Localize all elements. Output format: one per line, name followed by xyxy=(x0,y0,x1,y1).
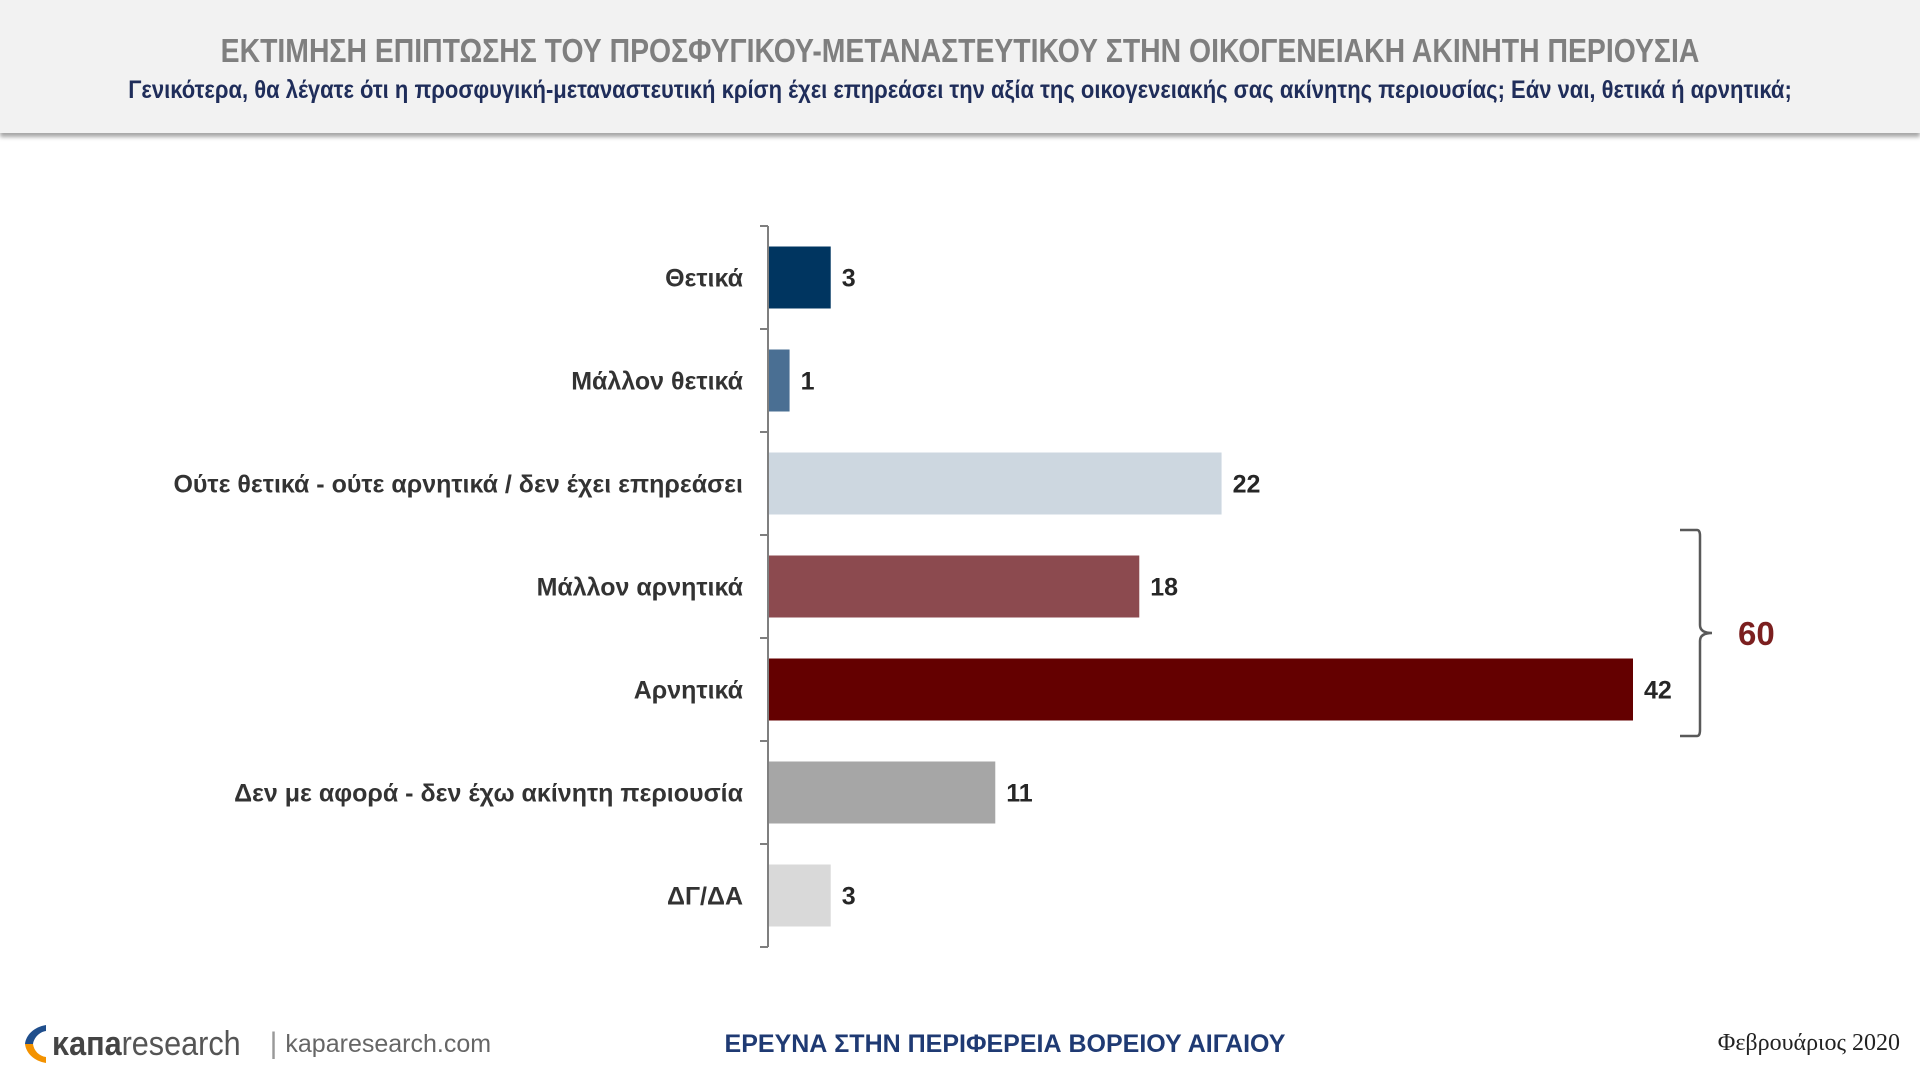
logo-separator: | xyxy=(269,1027,278,1060)
bracket-annotation xyxy=(1680,528,1713,738)
bar-chart: Θετικά 3 Μάλλον θετικά 1 Ούτε θετικά - ούτε … xyxy=(173,225,1775,948)
survey-region-label: ΕΡΕΥΝΑ ΣΤΗΝ ΠΕΡΙΦΕΡΕΙΑ ΒΟΡΕΙΟΥ ΑΙΓΑΙΟΥ xyxy=(724,1030,1286,1058)
bar xyxy=(769,555,1140,618)
logo-wordmark-rest: research xyxy=(121,1024,241,1063)
kapa-research-logo: κапаresearch | kaparesearch.com xyxy=(22,1021,491,1067)
category-label: Μάλλον θετικά xyxy=(571,368,743,396)
bar xyxy=(769,452,1222,515)
category-label: Δεν με αφορά - δεν έχω ακίνητη περιουσία xyxy=(234,780,744,808)
website-link[interactable]: kaparesearch.com xyxy=(285,1029,492,1058)
kapa-logo-icon xyxy=(25,1025,46,1063)
bracket-total-label: 60 xyxy=(1738,615,1775,652)
bar xyxy=(769,761,996,824)
value-label: 11 xyxy=(1006,780,1033,808)
chart-subtitle: Γενικότερα, θα λέγατε ότι η προσφυγική-μ… xyxy=(128,76,1792,104)
header-banner: ΕΚΤΙΜΗΣΗ ΕΠΙΠΤΩΣΗΣ ΤΟΥ ΠΡΟΣΦΥΓΙΚΟΥ-ΜΕΤΑΝ… xyxy=(0,0,1920,133)
value-label: 22 xyxy=(1233,471,1261,499)
value-label: 42 xyxy=(1644,677,1672,705)
chart-title: ΕΚΤΙΜΗΣΗ ΕΠΙΠΤΩΣΗΣ ΤΟΥ ΠΡΟΣΦΥΓΙΚΟΥ-ΜΕΤΑΝ… xyxy=(220,32,1700,69)
category-label: Θετικά xyxy=(665,265,744,293)
bar xyxy=(769,864,831,927)
logo-wordmark-bold: κапа xyxy=(52,1024,122,1063)
category-label: Μάλλον αρνητικά xyxy=(537,574,744,602)
category-label: Ούτε θετικά - ούτε αρνητικά / δεν έχει ε… xyxy=(173,471,743,499)
category-label: Αρνητικά xyxy=(634,677,744,705)
bar xyxy=(769,349,790,412)
value-label: 1 xyxy=(801,368,815,396)
survey-date: Φεβρουάριος 2020 xyxy=(1717,1030,1900,1056)
bar xyxy=(769,658,1633,721)
value-label: 3 xyxy=(842,265,856,293)
value-label: 3 xyxy=(842,883,856,911)
logo-wordmark: κапаresearch xyxy=(52,1025,241,1064)
value-label: 18 xyxy=(1150,574,1178,602)
bar xyxy=(769,246,831,309)
category-label: ΔΓ/ΔΑ xyxy=(667,883,743,911)
